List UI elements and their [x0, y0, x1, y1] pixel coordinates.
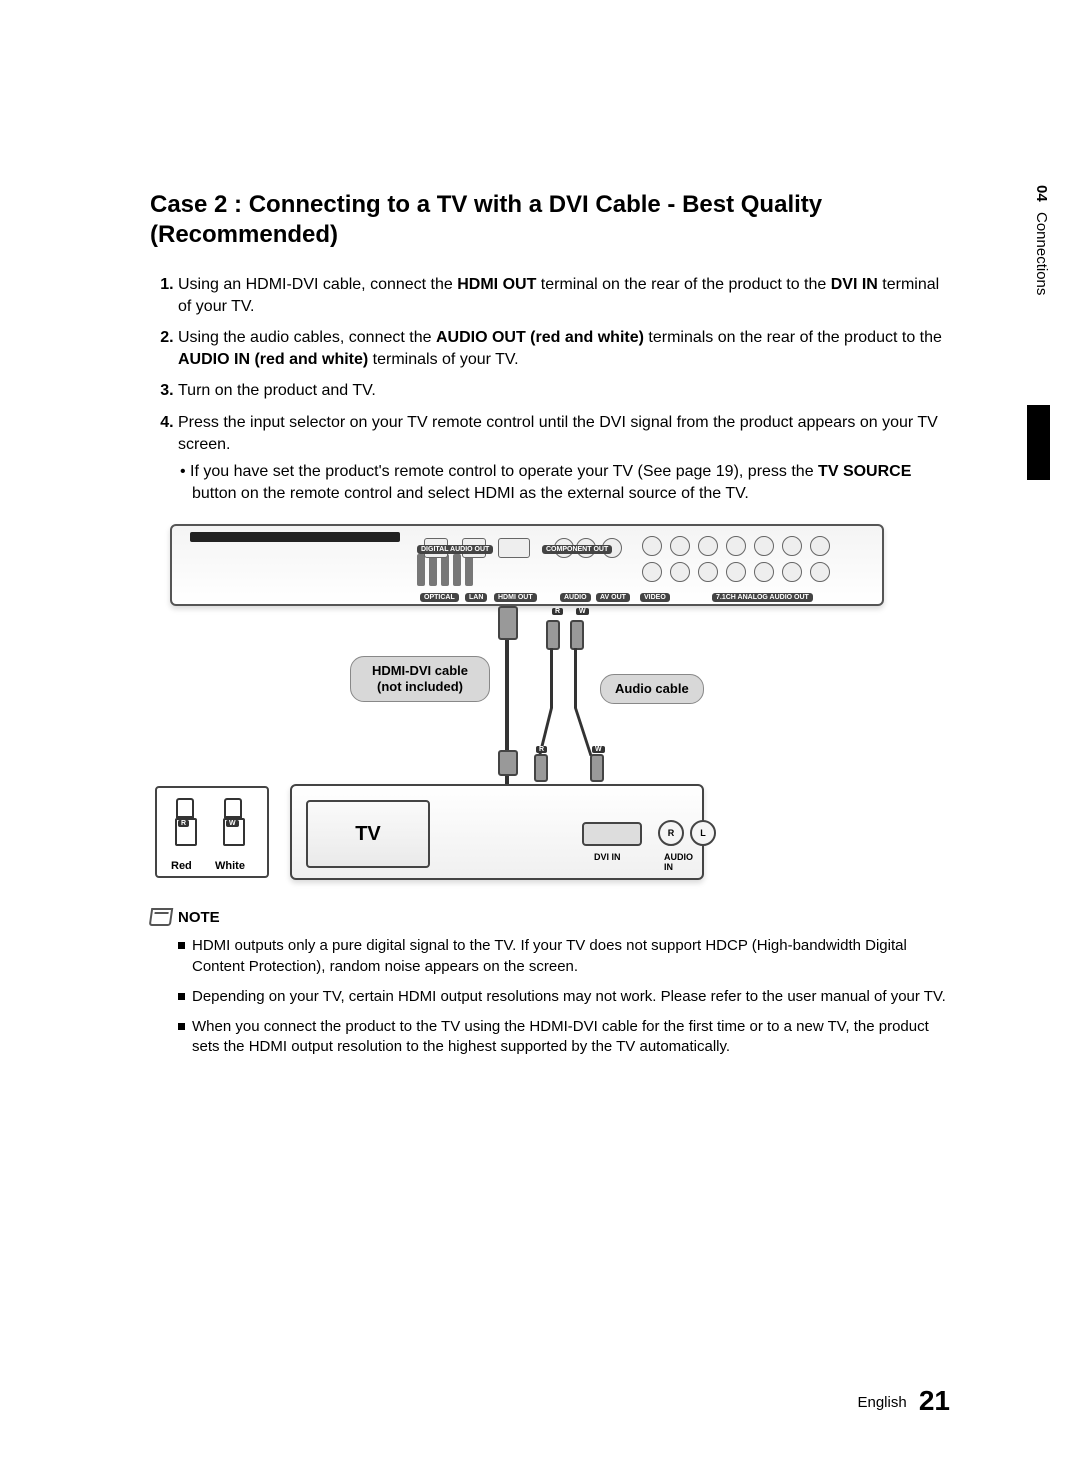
optical-label: OPTICAL: [420, 593, 459, 602]
audio-label: AUDIO: [560, 593, 591, 602]
manual-page: 04 Connections Case 2 : Connecting to a …: [0, 0, 1080, 1477]
chapter-tab: 04 Connections: [1020, 185, 1050, 295]
hdmi-dvi-label: HDMI-DVI cable (not included): [350, 656, 490, 701]
cable-color-legend: R W Red White: [155, 786, 269, 878]
legend-white-text: White: [215, 860, 245, 872]
tv-audio-r: R: [658, 820, 684, 846]
hdmi-plug-top: [498, 606, 518, 640]
analog71-label: 7.1CH ANALOG AUDIO OUT: [712, 593, 813, 602]
note-item: HDMI outputs only a pure digital signal …: [178, 936, 950, 977]
chapter-title: Connections: [1033, 212, 1050, 295]
note-icon: [149, 908, 174, 926]
legend-white-plug: W: [223, 798, 243, 842]
note-title: NOTE: [178, 909, 220, 926]
tv-screen: TV: [306, 800, 430, 868]
instruction-list: Using an HDMI-DVI cable, connect the HDM…: [150, 274, 950, 504]
device-r-tag: R: [552, 608, 563, 615]
tv-audio-label: AUDIO IN: [664, 852, 702, 872]
page-title: Case 2 : Connecting to a TV with a DVI C…: [150, 190, 950, 250]
tv-audio-l: L: [690, 820, 716, 846]
player-rear-panel: OPTICAL LAN HDMI OUT AUDIO AV OUT COMPON…: [170, 524, 884, 606]
step-1: Using an HDMI-DVI cable, connect the HDM…: [178, 274, 950, 317]
avout-label: AV OUT: [596, 593, 630, 602]
note-heading: NOTE: [150, 908, 950, 926]
audio-r-plug-bottom: [534, 754, 548, 782]
step-4-sub: If you have set the product's remote con…: [178, 461, 950, 504]
dvi-plug-bottom: [498, 750, 518, 776]
page-footer: English 21: [857, 1385, 950, 1417]
note-item: When you connect the product to the TV u…: [178, 1017, 950, 1058]
page-edge-marker: [1027, 405, 1050, 480]
step-4: Press the input selector on your TV remo…: [178, 412, 950, 504]
tv-dvi-port: [582, 822, 642, 846]
audio-w-plug-bottom: [590, 754, 604, 782]
note-list: HDMI outputs only a pure digital signal …: [150, 936, 950, 1057]
audio-r-plug-top: [546, 620, 560, 650]
lan-label: LAN: [465, 593, 487, 602]
chapter-number: 04: [1033, 185, 1050, 202]
legend-red-text: Red: [171, 860, 192, 872]
footer-page-number: 21: [919, 1385, 950, 1416]
note-section: NOTE HDMI outputs only a pure digital si…: [150, 908, 950, 1057]
audio-w-plug-top: [570, 620, 584, 650]
digital-audio-label: DIGITAL AUDIO OUT: [417, 545, 493, 554]
audio-cable-label: Audio cable: [600, 674, 704, 704]
note-item: Depending on your TV, certain HDMI outpu…: [178, 987, 950, 1007]
tv-dvi-label: DVI IN: [594, 852, 621, 862]
step-3: Turn on the product and TV.: [178, 380, 950, 402]
tv-panel: TV DVI IN R L AUDIO IN: [290, 784, 704, 880]
video-label: VIDEO: [640, 593, 670, 602]
hdmi-out-label: HDMI OUT: [494, 593, 537, 602]
hdmi-out-port: [498, 538, 530, 558]
component-label: COMPONENT OUT: [542, 545, 612, 554]
connection-diagram: OPTICAL LAN HDMI OUT AUDIO AV OUT COMPON…: [160, 524, 890, 884]
footer-language: English: [857, 1394, 906, 1411]
step-2: Using the audio cables, connect the AUDI…: [178, 327, 950, 370]
hdmi-cable-v: [505, 640, 509, 750]
device-w-tag: W: [576, 608, 589, 615]
legend-red-plug: R: [175, 798, 195, 842]
